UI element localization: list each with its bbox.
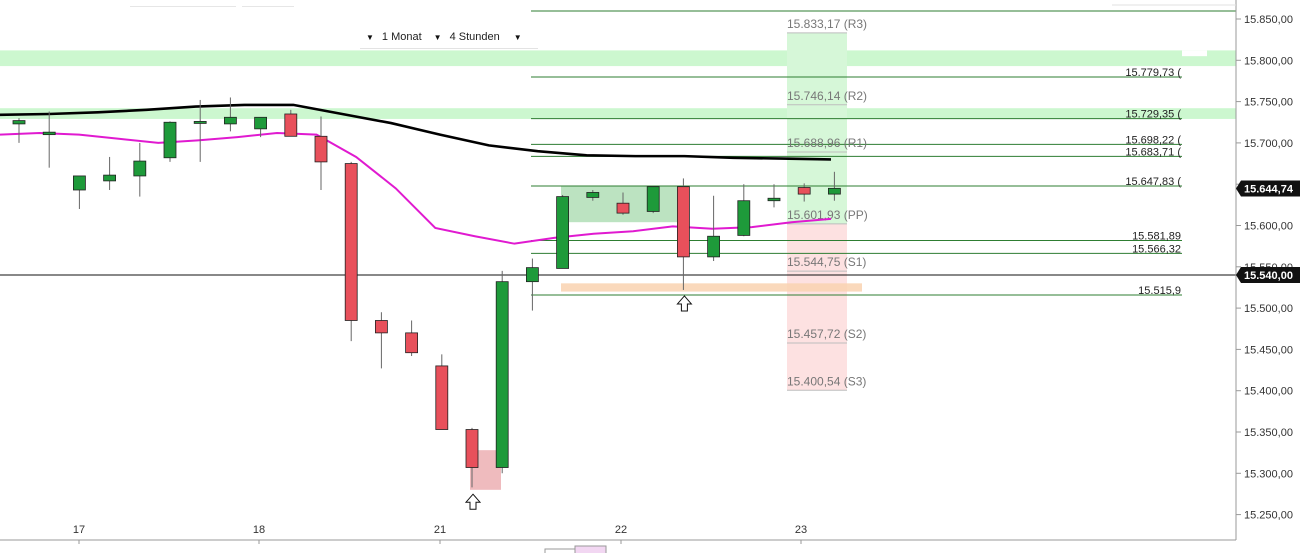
sr-line-label: 15.779,73 ( [1125, 67, 1181, 79]
candle-body[interactable] [828, 187, 841, 195]
top-ghost-field-1 [130, 0, 236, 7]
candle-body[interactable] [254, 116, 268, 130]
candle-body[interactable] [314, 135, 328, 163]
candle-body[interactable] [42, 131, 56, 136]
x-tick-label: 23 [795, 524, 807, 536]
x-tick-label: 21 [434, 524, 446, 536]
cursor-price-badge-label: 15.540,00 [1244, 270, 1293, 282]
candle-body[interactable] [405, 332, 419, 354]
candle-body[interactable] [707, 235, 720, 258]
x-tick-label: 18 [253, 524, 265, 536]
candle-body[interactable] [616, 202, 630, 214]
interval-label: 4 Stunden [449, 31, 500, 43]
sr-line-label: 15.647,83 ( [1125, 176, 1181, 188]
pivot-level-label: 15.601,93 (PP) [787, 208, 868, 222]
caret-down-icon: ▼ [366, 32, 374, 42]
sr-line-label: 15.581,89 [1132, 230, 1181, 242]
pivot-level-label: 15.688,96 (R1) [787, 136, 867, 150]
up-arrow-icon [676, 295, 693, 312]
candle-body[interactable] [12, 120, 26, 125]
zone-gap [1182, 50, 1207, 57]
current-price-badge-label: 15.644,74 [1244, 184, 1294, 196]
pivot-level-label: 15.746,14 (R2) [787, 89, 867, 103]
sr-line-label: 15.683,71 ( [1125, 146, 1181, 158]
x-tick-label: 17 [73, 524, 85, 536]
candle-body[interactable] [223, 116, 237, 125]
candle-body[interactable] [495, 281, 509, 468]
candle-body[interactable] [465, 429, 479, 468]
candle-body[interactable] [435, 365, 449, 430]
up-arrow-icon [464, 493, 482, 510]
y-tick-label: 15.350,00 [1244, 427, 1293, 439]
y-tick-label: 15.800,00 [1244, 55, 1293, 67]
caret-down-icon: ▼ [513, 32, 522, 42]
y-tick-label: 15.750,00 [1244, 97, 1293, 109]
ema-slow-line [0, 103, 832, 161]
candle-body[interactable] [344, 163, 358, 321]
candle-body[interactable] [73, 175, 86, 191]
cursor-price-badge [1236, 267, 1300, 284]
scroll-handle-left[interactable] [544, 548, 576, 553]
x-tick-label: 22 [615, 524, 627, 536]
candle-body[interactable] [103, 174, 116, 182]
top-ghost-field-2 [242, 0, 294, 7]
candle-body[interactable] [284, 113, 298, 137]
y-tick-label: 15.700,00 [1244, 138, 1293, 150]
y-tick-label: 15.300,00 [1244, 468, 1293, 480]
candle-body[interactable] [586, 192, 600, 198]
orange-band [561, 283, 862, 292]
y-tick-label: 15.450,00 [1244, 344, 1293, 356]
pivot-level-label: 15.457,72 (S2) [787, 327, 866, 341]
candle-body[interactable] [133, 160, 147, 177]
pivot-level-label: 15.400,54 (S3) [787, 374, 866, 388]
pivot-level-label: 15.544,75 (S1) [787, 255, 866, 269]
candle-body[interactable] [677, 186, 690, 258]
ema-fast-line [0, 131, 832, 245]
candle-body[interactable] [767, 197, 781, 202]
candle-body[interactable] [646, 186, 660, 212]
sr-zone [0, 108, 1236, 119]
sr-line-label: 15.515,9 [1138, 285, 1181, 297]
y-tick-label: 15.400,00 [1244, 386, 1293, 398]
y-tick-label: 15.500,00 [1244, 303, 1293, 315]
candle-body[interactable] [737, 200, 751, 236]
candle-body[interactable] [556, 196, 569, 269]
candle-body[interactable] [797, 187, 811, 195]
period-select[interactable]: ▼ 1 Monat [360, 31, 428, 43]
y-tick-label: 15.850,00 [1244, 14, 1293, 26]
current-price-badge [1236, 180, 1300, 197]
pivot-lower-zone [787, 223, 847, 391]
pivot-level-label: 15.833,17 (R3) [787, 17, 867, 31]
candle-body[interactable] [374, 320, 388, 334]
y-tick-label: 15.250,00 [1244, 510, 1293, 522]
sr-line-label: 15.729,35 ( [1125, 109, 1181, 121]
chart-toolbar: ▼ 1 Monat ▼ 4 Stunden ▼ [360, 26, 538, 49]
pivot-upper-zone [787, 32, 847, 224]
interval-select[interactable]: ▼ 4 Stunden ▼ [428, 31, 528, 43]
scroll-handle-right[interactable] [574, 545, 607, 553]
candle-body[interactable] [163, 121, 177, 159]
candle-body[interactable] [526, 267, 539, 283]
candle-body[interactable] [193, 121, 207, 124]
sr-line-label: 15.566,32 [1132, 243, 1181, 255]
caret-down-icon: ▼ [433, 32, 442, 42]
sr-line-label: 15.698,22 ( [1125, 134, 1181, 146]
period-label: 1 Monat [381, 31, 422, 43]
sr-zone [0, 50, 1236, 67]
y-tick-label: 15.600,00 [1244, 221, 1293, 233]
